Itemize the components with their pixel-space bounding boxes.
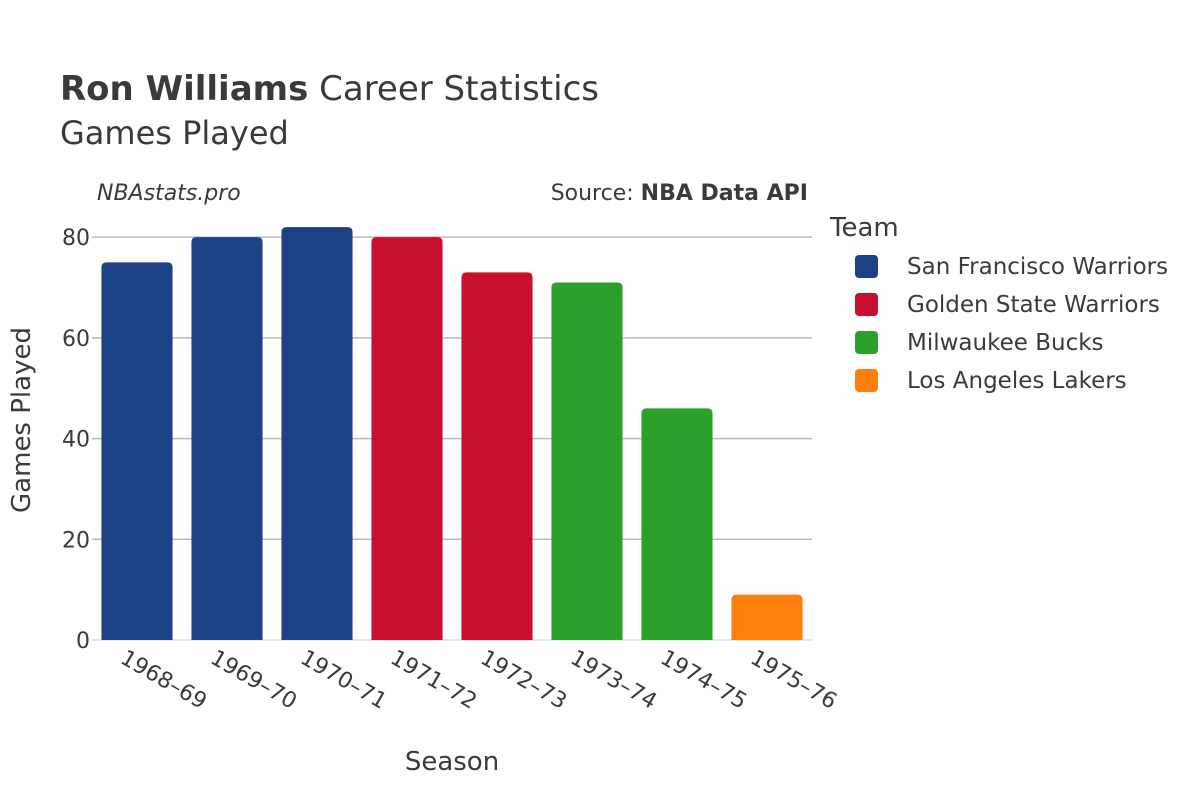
legend-label: Los Angeles Lakers [907,368,1127,394]
y-axis-label: Games Played [7,327,37,513]
legend-label: Milwaukee Bucks [907,330,1104,356]
x-tick-label: 1969–70 [206,646,301,715]
y-axis-ticks: 0 20 40 60 80 [62,226,90,654]
legend-label: San Francisco Warriors [907,254,1168,280]
source-prefix: Source: [551,181,641,206]
title-suffix: Career Statistics [308,69,599,109]
legend-swatch [855,293,878,316]
x-tick-label: 1968–69 [116,646,211,715]
bar [461,272,533,640]
y-tick-label: 20 [62,528,90,553]
x-axis-label: Season [405,747,499,777]
x-tick-label: 1973–74 [566,646,661,715]
legend: San Francisco Warriors Golden State Warri… [855,254,1168,394]
chart-subtitle: Games Played [60,114,289,152]
legend-label: Golden State Warriors [907,292,1160,318]
legend-swatch [855,331,878,354]
bar [641,408,713,640]
bars [101,227,803,641]
x-tick-label: 1974–75 [656,646,751,715]
legend-swatch [855,369,878,392]
x-tick-label: 1970–71 [296,646,391,715]
bar [371,237,443,641]
bar [731,594,803,640]
chart-title: Ron Williams Career Statistics [60,69,599,109]
bar [191,237,263,641]
y-tick-label: 40 [62,428,90,453]
player-name: Ron Williams [60,69,308,109]
bar [551,282,623,640]
y-tick-label: 60 [62,327,90,352]
watermark: NBAstats.pro [97,181,241,206]
legend-title: Team [829,213,899,243]
bar [281,227,353,640]
x-tick-label: 1975–76 [746,646,841,715]
x-axis-ticks: 1968–691969–701970–711971–721972–731973–… [116,646,841,715]
source-credit: Source: NBA Data API [551,181,808,206]
y-tick-label: 80 [62,226,90,251]
y-tick-label: 0 [76,629,90,654]
legend-swatch [855,255,878,278]
x-tick-label: 1971–72 [386,646,481,715]
source-name: NBA Data API [641,181,808,206]
x-tick-label: 1972–73 [476,646,571,715]
bar [101,262,173,640]
